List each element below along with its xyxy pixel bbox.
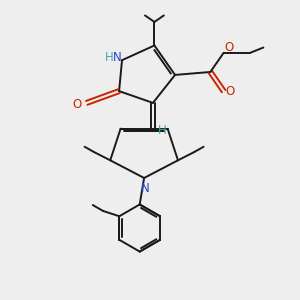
Text: O: O <box>225 85 234 98</box>
Text: H: H <box>105 51 114 64</box>
Text: N: N <box>141 182 150 194</box>
Text: H: H <box>158 124 167 137</box>
Text: O: O <box>225 41 234 54</box>
Text: O: O <box>72 98 81 111</box>
Text: N: N <box>113 51 122 64</box>
